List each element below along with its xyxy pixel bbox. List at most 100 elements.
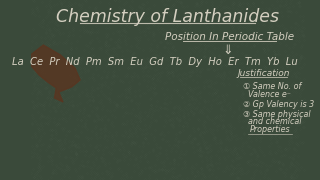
Point [71, 75, 76, 78]
Point [240, 142, 245, 145]
Point [183, 166, 188, 169]
Point [224, 93, 229, 96]
Point [202, 105, 207, 108]
Point [230, 24, 235, 27]
Point [134, 129, 139, 132]
Point [287, 130, 292, 132]
Point [187, 57, 192, 60]
Point [67, 129, 72, 132]
Point [173, 150, 178, 153]
Point [160, 169, 165, 172]
Point [149, 77, 154, 80]
Point [212, 117, 217, 120]
Point [127, 129, 132, 132]
Point [175, 162, 180, 165]
Point [261, 105, 267, 107]
Point [111, 73, 116, 76]
Point [186, 27, 191, 30]
Point [145, 58, 150, 60]
Point [99, 156, 104, 159]
Point [67, 74, 72, 76]
Point [220, 94, 226, 97]
Point [144, 138, 149, 141]
Point [248, 76, 253, 78]
Point [211, 82, 216, 85]
Point [72, 78, 77, 81]
Point [152, 84, 157, 87]
Point [284, 83, 289, 86]
Point [83, 23, 88, 26]
Point [76, 73, 81, 76]
Point [256, 7, 261, 10]
Point [86, 115, 91, 118]
Point [119, 33, 124, 36]
Point [140, 56, 146, 59]
Point [154, 46, 159, 48]
Point [266, 37, 271, 40]
Point [63, 111, 68, 114]
Point [137, 117, 142, 120]
Point [171, 116, 176, 119]
Point [145, 113, 150, 116]
Point [242, 21, 247, 24]
Point [115, 167, 120, 170]
Point [188, 133, 193, 136]
Point [120, 29, 125, 32]
Point [43, 31, 48, 34]
Point [120, 105, 125, 108]
Point [228, 48, 233, 50]
Point [182, 87, 187, 90]
Point [103, 42, 108, 45]
Point [214, 16, 220, 19]
Point [177, 63, 182, 66]
Point [207, 14, 212, 17]
Point [208, 106, 213, 109]
Point [61, 174, 67, 177]
Point [241, 97, 246, 100]
Point [88, 169, 93, 172]
Point [182, 121, 188, 124]
Point [141, 66, 146, 69]
Point [261, 154, 267, 157]
Point [62, 87, 68, 90]
Point [148, 120, 153, 123]
Point [37, 154, 42, 157]
Point [211, 137, 216, 140]
Point [97, 66, 102, 69]
Point [58, 2, 63, 5]
Point [61, 94, 66, 96]
Point [290, 157, 295, 160]
Point [180, 34, 185, 37]
Point [250, 1, 255, 4]
Point [299, 87, 304, 90]
Point [268, 132, 274, 135]
Point [164, 32, 170, 35]
Point [220, 5, 226, 8]
Point [60, 80, 66, 83]
Point [222, 98, 227, 101]
Point [166, 0, 172, 2]
Point [228, 134, 234, 136]
Point [216, 17, 221, 20]
Point [96, 115, 101, 118]
Point [136, 171, 141, 174]
Point [266, 58, 271, 61]
Point [55, 61, 60, 64]
Point [105, 48, 110, 51]
Point [231, 1, 236, 4]
Point [200, 151, 205, 154]
Point [288, 155, 293, 158]
Point [274, 90, 279, 93]
Point [84, 28, 89, 31]
Point [168, 41, 173, 44]
Point [275, 140, 280, 143]
Point [57, 103, 62, 105]
Point [252, 57, 257, 60]
Point [291, 32, 296, 35]
Point [151, 57, 156, 60]
Point [164, 41, 169, 44]
Point [30, 122, 35, 125]
Point [122, 149, 127, 152]
Point [214, 98, 219, 101]
Point [129, 99, 134, 102]
